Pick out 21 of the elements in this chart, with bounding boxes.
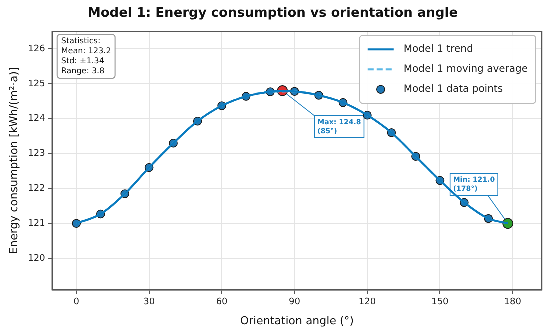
chart-title: Model 1: Energy consumption vs orientation angle [88, 6, 458, 22]
x-tick-label: 90 [289, 298, 301, 308]
y-axis-title: Energy consumption [kWh/(m²·a)] [7, 67, 20, 254]
y-tick-label: 125 [28, 79, 46, 90]
y-tick-label: 124 [28, 114, 46, 124]
y-tick-label: 121 [28, 219, 46, 229]
x-tick-label: 120 [358, 298, 376, 308]
x-tick-label: 60 [216, 298, 228, 308]
x-axis-title: Orientation angle (°) [240, 314, 354, 328]
x-tick-label: 150 [432, 298, 450, 308]
legend-label: Model 1 moving average [404, 64, 528, 76]
x-tick-label: 0 [74, 298, 80, 308]
annotation: Statistics: Mean: 123.2 Std: ±1.34 Range: 3.8 [61, 36, 112, 76]
x-tick-label: 30 [144, 298, 156, 308]
y-tick-label: 123 [28, 149, 46, 160]
y-tick-label: 122 [28, 184, 46, 194]
y-tick-label: 126 [28, 44, 46, 54]
x-tick-label: 180 [504, 298, 522, 308]
legend-label: Model 1 data points [404, 84, 504, 96]
y-tick-label: 120 [28, 254, 46, 264]
legend-label: Model 1 trend [404, 44, 474, 56]
